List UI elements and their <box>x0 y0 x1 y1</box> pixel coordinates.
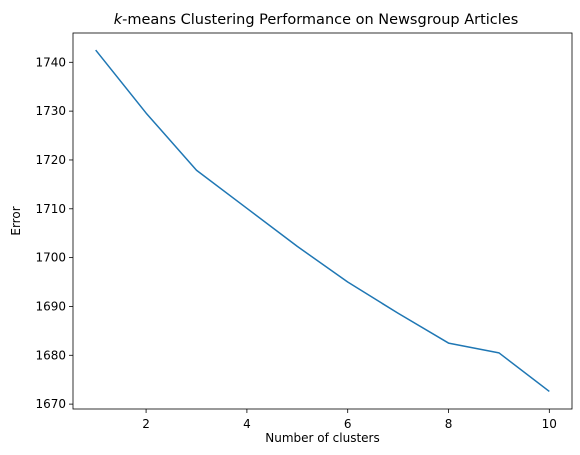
y-axis: 1670 1680 1690 1700 1710 1720 1730 1740 <box>35 55 73 411</box>
x-tick-label: 2 <box>142 417 150 431</box>
series-line <box>95 49 550 393</box>
y-axis-label: Error <box>9 206 23 235</box>
plot-area <box>72 32 573 410</box>
x-tick-label: 4 <box>243 417 251 431</box>
y-tick-label: 1730 <box>35 104 66 118</box>
x-tick-label: 6 <box>344 417 352 431</box>
y-tick-label: 1700 <box>35 251 66 265</box>
y-tick-label: 1720 <box>35 153 66 167</box>
chart-title-rest: -means Clustering Performance on Newsgro… <box>122 12 518 28</box>
x-tick-label: 8 <box>445 417 453 431</box>
x-axis: 2 4 6 8 10 <box>142 409 557 431</box>
y-tick-label: 1740 <box>35 55 66 69</box>
series-group <box>95 49 550 393</box>
chart-title-italic: k <box>114 12 123 28</box>
x-axis-label: Number of clusters <box>265 431 379 445</box>
chart-title: k-means Clustering Performance on Newsgr… <box>114 12 519 28</box>
x-tick-label: 10 <box>542 417 557 431</box>
y-tick-label: 1670 <box>35 397 66 411</box>
y-tick-label: 1680 <box>35 348 66 362</box>
y-tick-label: 1690 <box>35 299 66 313</box>
y-tick-label: 1710 <box>35 202 66 216</box>
